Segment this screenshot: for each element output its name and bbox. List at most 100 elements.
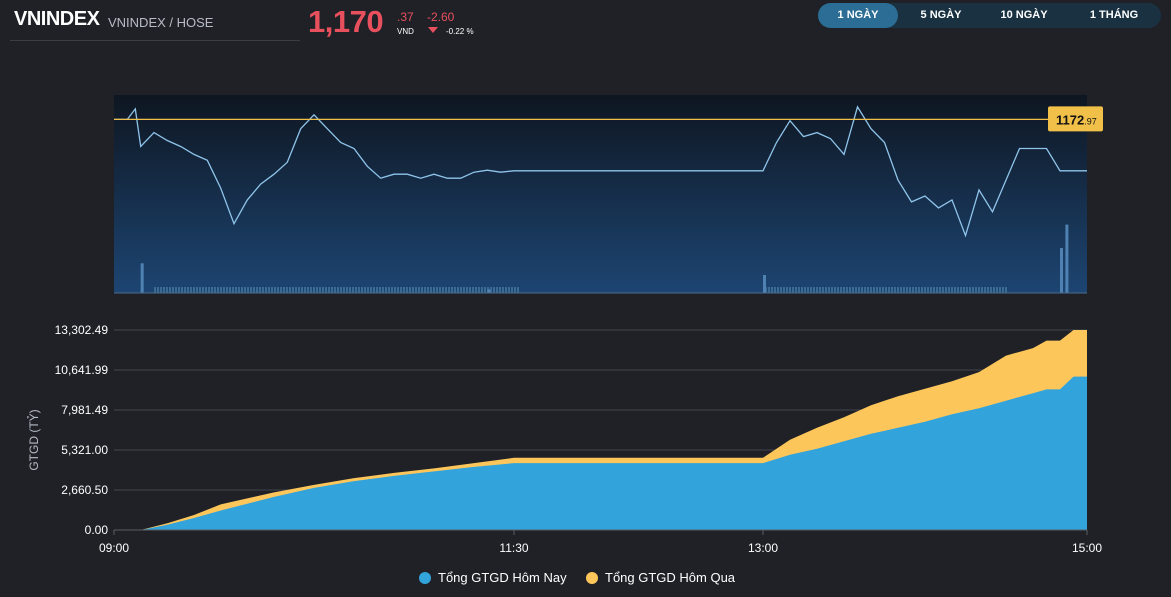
volume-bar bbox=[268, 287, 270, 293]
volume-bar bbox=[825, 287, 827, 293]
price-change-percent: -0.22 % bbox=[446, 27, 474, 36]
volume-bar bbox=[508, 287, 510, 293]
volume-bar bbox=[262, 287, 264, 293]
x-tick-label: 11:30 bbox=[499, 541, 528, 555]
volume-bar bbox=[385, 287, 387, 293]
volume-bar bbox=[328, 287, 330, 293]
volume-bar bbox=[867, 287, 869, 293]
volume-bar bbox=[397, 287, 399, 293]
volume-bar bbox=[391, 287, 393, 293]
volume-bar bbox=[921, 287, 923, 293]
volume-bar bbox=[469, 287, 471, 293]
legend-today[interactable]: Tổng GTGD Hôm Nay bbox=[419, 570, 567, 585]
header: VNINDEX VNINDEX / HOSE 1,170 .37 VND -2.… bbox=[0, 0, 1171, 48]
tab-5-days[interactable]: 5 NGÀY bbox=[920, 9, 962, 21]
volume-bar bbox=[789, 287, 791, 293]
volume-bar bbox=[918, 287, 920, 293]
today-value-area bbox=[114, 376, 1087, 530]
volume-bar bbox=[996, 287, 998, 293]
volume-bar bbox=[388, 287, 390, 293]
volume-bar bbox=[298, 287, 300, 293]
volume-bar bbox=[939, 287, 941, 293]
volume-bar bbox=[427, 287, 429, 293]
volume-bar bbox=[840, 287, 842, 293]
volume-bar bbox=[924, 287, 926, 293]
reference-price-decimal: .97 bbox=[1084, 116, 1097, 126]
volume-bar bbox=[325, 287, 327, 293]
volume-bar bbox=[418, 287, 420, 293]
volume-bar bbox=[927, 287, 929, 293]
y-tick-label: 10,641.99 bbox=[55, 363, 109, 377]
volume-bar bbox=[945, 287, 947, 293]
volume-bar bbox=[858, 287, 860, 293]
volume-bar bbox=[463, 287, 465, 293]
legend-yesterday[interactable]: Tổng GTGD Hôm Qua bbox=[586, 570, 735, 585]
volume-bar bbox=[352, 287, 354, 293]
x-tick-label: 09:00 bbox=[99, 541, 129, 555]
timeframe-tabs: 1 NGÀY 5 NGÀY 10 NGÀY 1 THÁNG bbox=[818, 3, 1161, 28]
legend-label-yesterday: Tổng GTGD Hôm Qua bbox=[605, 570, 736, 585]
volume-bar bbox=[834, 287, 836, 293]
volume-bar bbox=[954, 287, 956, 293]
volume-bar bbox=[334, 287, 336, 293]
volume-bar bbox=[517, 287, 519, 293]
volume-bar bbox=[864, 287, 866, 293]
tab-1-day[interactable]: 1 NGÀY bbox=[818, 3, 898, 28]
volume-bar bbox=[960, 287, 962, 293]
volume-bar bbox=[355, 287, 357, 293]
volume-bar bbox=[292, 287, 294, 293]
volume-bar bbox=[316, 287, 318, 293]
volume-bar bbox=[196, 287, 198, 293]
volume-bar bbox=[879, 287, 881, 293]
volume-bar bbox=[256, 287, 258, 293]
volume-bar bbox=[217, 287, 219, 293]
volume-bar bbox=[370, 287, 372, 293]
tab-10-days[interactable]: 10 NGÀY bbox=[1000, 9, 1048, 21]
volume-bar bbox=[511, 287, 513, 293]
volume-bar bbox=[846, 287, 848, 293]
volume-bar bbox=[319, 287, 321, 293]
x-tick-label: 13:00 bbox=[748, 541, 778, 555]
volume-bar bbox=[238, 287, 240, 293]
volume-bar bbox=[876, 287, 878, 293]
volume-bar bbox=[906, 287, 908, 293]
index-symbol: VNINDEX bbox=[14, 8, 100, 30]
volume-bar bbox=[409, 287, 411, 293]
volume-bar bbox=[813, 287, 815, 293]
volume-bar bbox=[1002, 287, 1004, 293]
y-tick-label: 13,302.49 bbox=[55, 323, 109, 337]
volume-bar bbox=[822, 287, 824, 293]
volume-bar bbox=[810, 287, 812, 293]
volume-bar bbox=[403, 287, 405, 293]
volume-bar bbox=[181, 287, 183, 293]
volume-bar bbox=[193, 287, 195, 293]
volume-bar bbox=[244, 287, 246, 293]
volume-bar bbox=[379, 287, 381, 293]
volume-bar bbox=[783, 287, 785, 293]
volume-bar bbox=[172, 287, 174, 293]
volume-bar bbox=[331, 287, 333, 293]
volume-bar bbox=[160, 287, 162, 293]
tab-1-month[interactable]: 1 THÁNG bbox=[1089, 9, 1139, 21]
volume-bar bbox=[301, 287, 303, 293]
volume-bar bbox=[361, 287, 363, 293]
trading-value-chart: 0.00 2,660.50 5,321.00 7,981.49 10,641.99 13,… bbox=[26, 323, 1102, 555]
volume-bar bbox=[969, 287, 971, 293]
y-axis-label: GTGD (TỶ) bbox=[26, 409, 41, 470]
price-decimal: .37 bbox=[397, 10, 414, 24]
volume-bar bbox=[166, 287, 168, 293]
volume-bar bbox=[481, 287, 483, 293]
volume-bar bbox=[855, 287, 857, 293]
volume-bar bbox=[313, 287, 315, 293]
volume-bar bbox=[786, 287, 788, 293]
header-divider bbox=[10, 40, 300, 41]
volume-bar bbox=[175, 287, 177, 293]
volume-bar bbox=[280, 287, 282, 293]
volume-bar bbox=[894, 287, 896, 293]
volume-bar bbox=[286, 287, 288, 293]
volume-bar bbox=[289, 287, 291, 293]
volume-bar bbox=[873, 287, 875, 293]
volume-bar bbox=[942, 287, 944, 293]
volume-bar bbox=[214, 287, 216, 293]
volume-bar bbox=[888, 287, 890, 293]
